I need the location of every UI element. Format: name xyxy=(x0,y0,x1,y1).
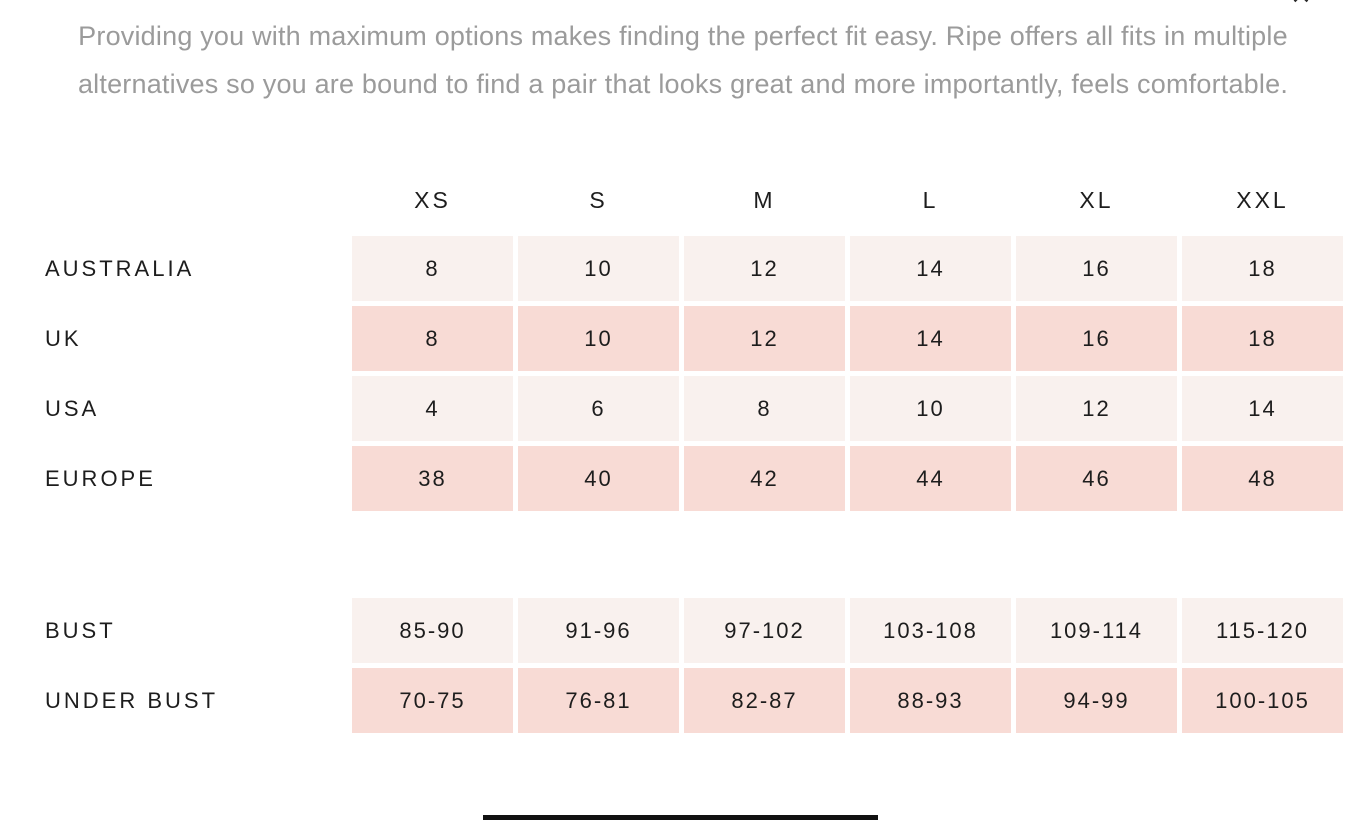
measurement-cell: 100-105 xyxy=(1182,668,1343,733)
measurement-cell: 88-93 xyxy=(850,668,1011,733)
column-header-s: S xyxy=(589,187,608,213)
column-header-m: M xyxy=(753,187,776,213)
size-header-spacer xyxy=(45,170,347,231)
size-cell: 18 xyxy=(1182,236,1343,301)
close-icon[interactable]: ✕ xyxy=(1288,0,1314,9)
size-cell: 42 xyxy=(684,446,845,511)
size-cell: 14 xyxy=(1182,376,1343,441)
measurement-cell: 115-120 xyxy=(1182,598,1343,663)
size-cell: 6 xyxy=(518,376,679,441)
measurement-cell: 109-114 xyxy=(1016,598,1177,663)
size-cell: 12 xyxy=(684,306,845,371)
column-header-xl: XL xyxy=(1079,187,1114,213)
size-cell: 8 xyxy=(352,306,513,371)
row-label-bust: BUST xyxy=(45,617,116,643)
size-cell: 40 xyxy=(518,446,679,511)
measurement-cell: 85-90 xyxy=(352,598,513,663)
bottom-divider xyxy=(483,815,878,820)
size-cell: 12 xyxy=(684,236,845,301)
size-cell: 12 xyxy=(1016,376,1177,441)
column-header-l: L xyxy=(922,187,939,213)
size-cell: 10 xyxy=(518,236,679,301)
row-label-under-bust: UNDER BUST xyxy=(45,687,219,713)
size-cell: 16 xyxy=(1016,236,1177,301)
measurement-cell: 82-87 xyxy=(684,668,845,733)
row-label-australia: AUSTRALIA xyxy=(45,255,195,281)
size-cell: 4 xyxy=(352,376,513,441)
size-cell: 14 xyxy=(850,306,1011,371)
intro-text-line2: alternatives so you are bound to find a … xyxy=(77,69,1289,99)
column-header-xs: XS xyxy=(414,187,451,213)
size-cell: 48 xyxy=(1182,446,1343,511)
size-cell: 8 xyxy=(352,236,513,301)
measurement-cell: 91-96 xyxy=(518,598,679,663)
measurement-cell: 103-108 xyxy=(850,598,1011,663)
intro-text-line1: Providing you with maximum options makes… xyxy=(78,21,1288,51)
row-label-europe: EUROPE xyxy=(45,465,156,491)
intro-text: Providing you with maximum options makes… xyxy=(0,0,1366,108)
measurement-cell: 94-99 xyxy=(1016,668,1177,733)
measurement-cell: 97-102 xyxy=(684,598,845,663)
size-cell: 44 xyxy=(850,446,1011,511)
size-cell: 18 xyxy=(1182,306,1343,371)
column-header-xxl: XXL xyxy=(1236,187,1289,213)
row-label-uk: UK xyxy=(45,325,82,351)
measurements-table: BUST 85-90 91-96 97-102 103-108 109-114 … xyxy=(45,598,1343,733)
measurement-cell: 70-75 xyxy=(352,668,513,733)
size-cell: 8 xyxy=(684,376,845,441)
size-cell: 16 xyxy=(1016,306,1177,371)
size-cell: 14 xyxy=(850,236,1011,301)
row-label-usa: USA xyxy=(45,395,100,421)
size-cell: 10 xyxy=(850,376,1011,441)
size-cell: 38 xyxy=(352,446,513,511)
measurement-cell: 76-81 xyxy=(518,668,679,733)
size-chart-table: XS S M L XL XXL AUSTRALIA 8 10 12 14 16 … xyxy=(45,170,1343,511)
size-cell: 46 xyxy=(1016,446,1177,511)
size-cell: 10 xyxy=(518,306,679,371)
